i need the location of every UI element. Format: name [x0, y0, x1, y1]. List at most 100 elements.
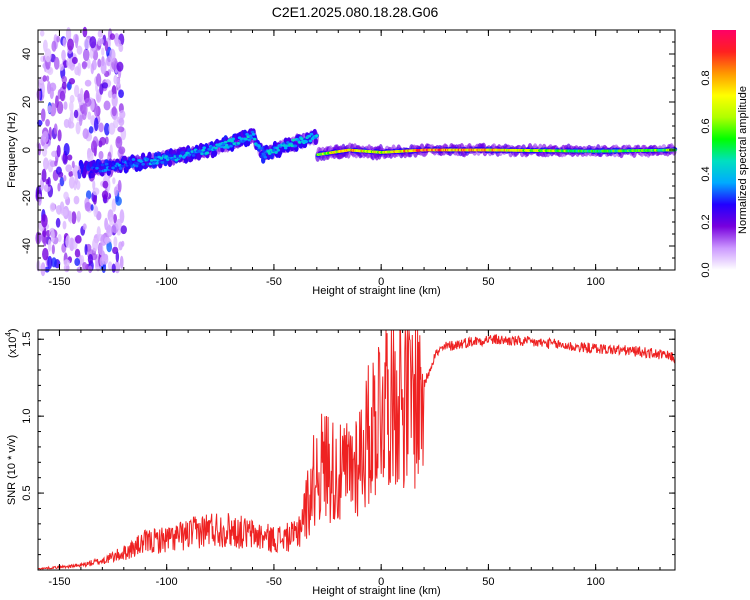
heatmap-cell	[41, 83, 46, 96]
colorbar-gradient	[712, 30, 736, 270]
y-tick-label: -20	[21, 190, 33, 206]
heatmap-cell	[263, 155, 268, 159]
heatmap-cell	[69, 94, 75, 103]
heatmap-cell	[42, 247, 49, 261]
heatmap-cell	[200, 152, 204, 156]
heatmap-cell	[104, 236, 111, 244]
heatmap-cell	[57, 233, 62, 243]
heatmap-cell	[116, 137, 121, 144]
heatmap-cell	[159, 156, 164, 160]
snr-y-ticks: 0.5 1.0 1.5	[21, 332, 675, 556]
heatmap-cell	[75, 234, 82, 244]
heatmap-cell	[155, 161, 159, 165]
heatmap-cell	[63, 175, 67, 182]
heatmap-cell	[135, 162, 140, 166]
y-tick-label: -40	[21, 238, 33, 254]
figure-title: C2E1.2025.080.18.28.G06	[272, 4, 439, 20]
heatmap-cell	[42, 157, 49, 170]
heatmap-cell	[71, 211, 77, 225]
heatmap-cell	[118, 167, 123, 170]
heatmap-cell	[202, 146, 207, 150]
x-tick-label: 0	[378, 276, 384, 288]
y-tick-label: 40	[21, 48, 33, 60]
heatmap-cell	[83, 38, 91, 50]
heatmap-cell	[69, 100, 74, 113]
heatmap-cell	[42, 75, 47, 82]
heatmap-cell	[57, 129, 62, 142]
heatmap-cell	[106, 168, 111, 176]
heatmap-cell	[37, 193, 42, 206]
heatmap-cell	[100, 234, 107, 246]
heatmap-cell	[130, 165, 135, 168]
heatmap-cell	[251, 132, 256, 136]
heatmap-cell	[115, 218, 122, 230]
heatmap-cell	[84, 97, 92, 107]
heatmap-cell	[89, 36, 97, 49]
spectrogram-y-ticks: -40 -20 0 20 40	[21, 29, 675, 271]
heatmap-cell	[229, 144, 233, 148]
snr-scale-note: (x104)	[4, 328, 19, 358]
heatmap-cell	[249, 136, 254, 140]
heatmap-cell	[45, 118, 50, 127]
heatmap-cell	[51, 244, 55, 255]
heatmap-cell	[74, 248, 81, 258]
spectrogram-heatmap	[35, 26, 678, 277]
heatmap-cell	[111, 263, 116, 273]
heatmap-cell	[175, 154, 180, 158]
y-tick-label: 1.0	[21, 409, 33, 424]
heatmap-cell	[63, 259, 71, 267]
heatmap-cell	[108, 122, 116, 135]
heatmap-cell	[245, 132, 249, 136]
heatmap-cell	[297, 141, 302, 144]
heatmap-cell	[244, 137, 248, 141]
heatmap-cell	[97, 58, 102, 68]
heatmap-cell	[67, 38, 74, 51]
x-tick-label: -50	[266, 276, 282, 288]
heatmap-cell	[134, 164, 139, 168]
colorbar: 0.0 0.2 0.4 0.6 0.8 Normalized spectral ampl…	[700, 30, 749, 278]
heatmap-cell	[53, 123, 58, 135]
heatmap-cell	[153, 158, 157, 162]
y-tick-label: 1.5	[21, 332, 33, 347]
heatmap-cell	[62, 153, 68, 165]
heatmap-cell	[171, 157, 175, 161]
heatmap-cell	[113, 213, 117, 224]
heatmap-cell	[99, 136, 107, 146]
heatmap-cell	[131, 158, 136, 161]
heatmap-cell	[149, 159, 154, 162]
heatmap-cell	[65, 27, 72, 41]
heatmap-cell	[160, 161, 165, 164]
x-tick-label: -150	[48, 576, 70, 588]
heatmap-cell	[82, 26, 88, 38]
heatmap-cell	[201, 148, 205, 152]
heatmap-cell	[118, 146, 126, 155]
heatmap-cell	[118, 117, 125, 127]
heatmap-cell	[62, 220, 67, 230]
heatmap-cell	[84, 201, 92, 212]
heatmap-cell	[109, 48, 116, 62]
heatmap-cell	[45, 75, 50, 82]
heatmap-cell	[111, 106, 117, 117]
heatmap-cell	[96, 73, 102, 87]
heatmap-cell	[120, 164, 125, 168]
heatmap-cell	[221, 142, 226, 146]
heatmap-cell	[107, 261, 113, 270]
y-tick-label: 20	[21, 96, 33, 108]
heatmap-cell	[62, 37, 67, 48]
heatmap-cell	[53, 56, 60, 70]
heatmap-cell	[101, 190, 109, 200]
heatmap-cell	[81, 61, 87, 70]
heatmap-cell	[50, 228, 55, 243]
heatmap-cell	[39, 30, 45, 37]
heatmap-cell	[183, 156, 189, 164]
x-tick-label: 50	[482, 576, 494, 588]
heatmap-cell	[111, 93, 118, 108]
heatmap-cell	[61, 49, 66, 61]
heatmap-cell	[102, 180, 109, 189]
heatmap-cell	[262, 153, 267, 157]
heatmap-cell	[41, 168, 47, 183]
heatmap-cell	[180, 150, 185, 154]
heatmap-cell	[120, 225, 127, 235]
heatmap-cell	[107, 90, 113, 99]
